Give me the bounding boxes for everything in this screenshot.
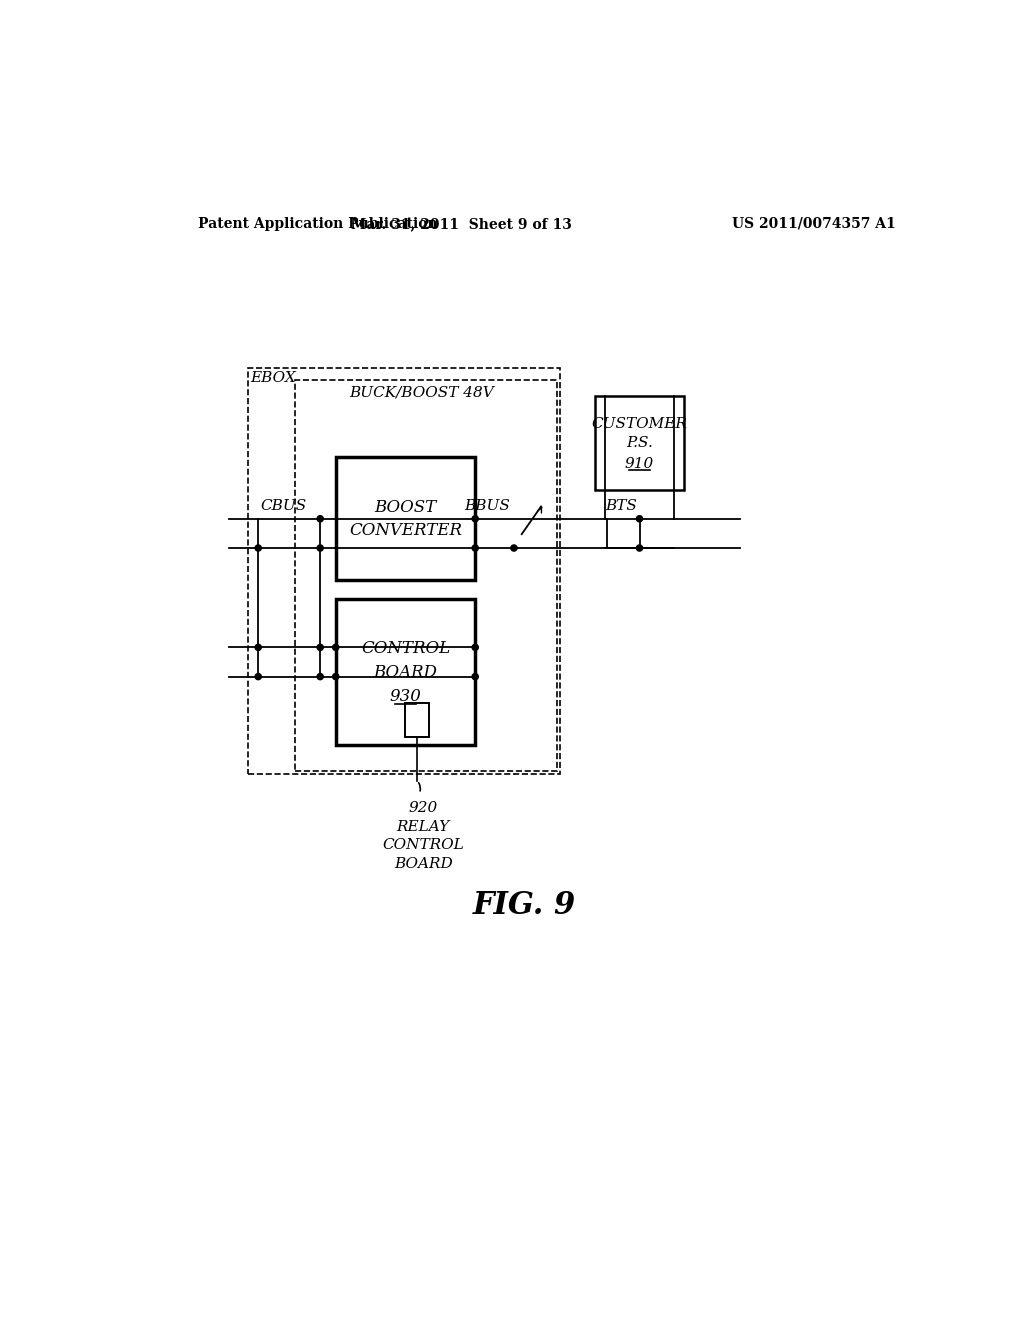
Circle shape [255, 673, 261, 680]
Circle shape [317, 516, 324, 521]
Circle shape [511, 545, 517, 552]
Text: Mar. 31, 2011  Sheet 9 of 13: Mar. 31, 2011 Sheet 9 of 13 [351, 216, 571, 231]
Circle shape [317, 673, 324, 680]
Text: EBOX: EBOX [251, 371, 296, 385]
Bar [404, 702, 429, 738]
Circle shape [317, 545, 324, 552]
Text: 920
RELAY
CONTROL
BOARD: 920 RELAY CONTROL BOARD [382, 801, 464, 871]
Circle shape [636, 545, 643, 552]
Text: BBUS: BBUS [464, 499, 510, 513]
Bar [295, 380, 557, 771]
Text: BTS: BTS [605, 499, 637, 513]
Bar [595, 396, 684, 490]
Text: FIG. 9: FIG. 9 [473, 890, 577, 921]
Circle shape [472, 516, 478, 521]
Text: 930: 930 [389, 688, 422, 705]
Bar [336, 599, 475, 744]
Bar [248, 368, 560, 775]
Circle shape [472, 673, 478, 680]
Text: 910: 910 [625, 457, 654, 471]
Text: CUSTOMER
P.S.: CUSTOMER P.S. [592, 417, 687, 450]
Circle shape [636, 516, 643, 521]
Circle shape [317, 644, 324, 651]
Text: CONTROL
BOARD: CONTROL BOARD [360, 640, 450, 681]
Circle shape [255, 545, 261, 552]
Text: BOOST
CONVERTER: BOOST CONVERTER [349, 499, 462, 539]
Circle shape [333, 644, 339, 651]
Text: Patent Application Publication: Patent Application Publication [198, 216, 437, 231]
Text: CBUS: CBUS [260, 499, 307, 513]
Circle shape [472, 644, 478, 651]
Bar [336, 457, 475, 581]
Text: BUCK/BOOST 48V: BUCK/BOOST 48V [349, 385, 495, 400]
Circle shape [255, 644, 261, 651]
Circle shape [472, 545, 478, 552]
Text: US 2011/0074357 A1: US 2011/0074357 A1 [732, 216, 896, 231]
Circle shape [333, 673, 339, 680]
